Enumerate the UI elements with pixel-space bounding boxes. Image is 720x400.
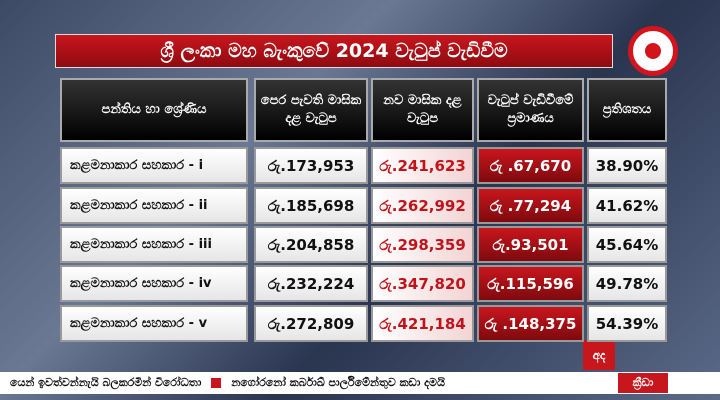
news-ticker: යෙන් ඉවත්වන්නැයි බලකරමින් විරෝධතා නගෝරනෝ… bbox=[0, 372, 720, 394]
ticker-item: යෙන් ඉවත්වන්නැයි බලකරමින් විරෝධතා bbox=[10, 376, 202, 389]
separator bbox=[211, 378, 222, 388]
table-cell: රු .77,294 bbox=[477, 187, 584, 224]
table-cell: රු.421,184 bbox=[371, 305, 474, 342]
column-header: පෙර පැවති මාසික දළ වැටුප bbox=[254, 78, 368, 142]
logo-dot bbox=[645, 43, 661, 59]
program-logo: අද bbox=[583, 340, 615, 370]
table-cell: රු.347,820 bbox=[371, 265, 474, 302]
table-cell: 54.39% bbox=[587, 305, 667, 342]
table-cell: 41.62% bbox=[587, 187, 667, 224]
table-cell: කළමනාකාර සහකාර - i bbox=[60, 147, 248, 184]
column-header: වැටුප් වැඩිවීමේ ප්‍රමාණය bbox=[477, 78, 584, 142]
table-cell: රු.298,359 bbox=[371, 226, 474, 263]
table-cell: 38.90% bbox=[587, 147, 667, 184]
table-cell: රු .67,670 bbox=[477, 147, 584, 184]
channel-logo bbox=[628, 26, 678, 76]
table-cell: කළමනාකාර සහකාර - iii bbox=[60, 226, 248, 263]
ticker-section: ක්‍රීඩා bbox=[618, 373, 668, 393]
table-cell: කළමනාකාර සහකාර - ii bbox=[60, 187, 248, 224]
table-cell: රු.232,224 bbox=[254, 265, 368, 302]
ticker-item: නගෝරනෝ කර්බාඛ් පාර්ලිමේන්තුව කඩා දමයි bbox=[231, 376, 445, 389]
table-cell: රු.241,623 bbox=[371, 147, 474, 184]
title-bar: ශ්‍රී ලංකා මහ බැංකුවේ 2024 වැටුප් වැඩිවී… bbox=[55, 34, 613, 68]
table-cell: රු.272,809 bbox=[254, 305, 368, 342]
table-cell: 45.64% bbox=[587, 226, 667, 263]
table-cell: කළමනාකාර සහකාර - iv bbox=[60, 265, 248, 302]
column-header: පන්තිය හා ශ්‍රේණිය bbox=[60, 78, 248, 142]
table-cell: රු.93,501 bbox=[477, 226, 584, 263]
table-cell: රු .148,375 bbox=[477, 305, 584, 342]
table-cell: කළමනාකාර සහකාර - v bbox=[60, 305, 248, 342]
table-cell: රු.185,698 bbox=[254, 187, 368, 224]
column-header: නව මාසික දළ වැටුප bbox=[371, 78, 474, 142]
table-cell: රු.173,953 bbox=[254, 147, 368, 184]
table-cell: රු.115,596 bbox=[477, 265, 584, 302]
table-cell: 49.78% bbox=[587, 265, 667, 302]
table-cell: රු.204,858 bbox=[254, 226, 368, 263]
column-header: ප්‍රතිශතය bbox=[587, 78, 667, 142]
table-cell: රු.262,992 bbox=[371, 187, 474, 224]
